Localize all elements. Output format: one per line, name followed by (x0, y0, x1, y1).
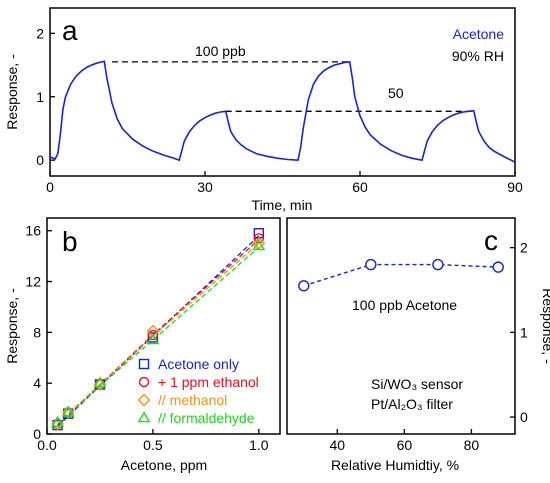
diamond-marker (252, 237, 266, 250)
panel-a-ylabel: Response, - (4, 54, 20, 130)
panel-c: 40 60 80 0 1 2 c 100 ppb Acetone Si/WO₃ senso… (286, 217, 550, 473)
triangle-marker (93, 376, 107, 388)
panel-b-frame (46, 217, 281, 435)
circle-marker (492, 261, 504, 273)
panel-a-frame (49, 7, 516, 177)
x-tick-label: 90 (507, 179, 523, 195)
diamond-marker (61, 406, 75, 419)
acetone-annotation: Acetone (453, 26, 505, 42)
legend-entry: + 1 ppm ethanol (158, 374, 259, 390)
y-tick-label: 0 (520, 409, 528, 425)
panel-b: 0.0 0.5 1.0 0 4 8 12 16 b Acetone only + 1 ppm e… (4, 217, 281, 473)
panel-a-ticks: 0 30 60 90 0 1 2 (36, 25, 523, 195)
ppb-100-annotation: 100 ppb (195, 43, 246, 59)
triangle-marker (137, 411, 151, 423)
panel-b-label: b (62, 226, 78, 257)
panel-b-markers (51, 228, 266, 431)
circle-marker (253, 233, 265, 244)
x-tick-label: 0 (46, 179, 54, 195)
circle-marker (432, 258, 444, 271)
x-tick-label: 0.5 (143, 437, 163, 453)
circle-marker (147, 329, 159, 341)
x-tick-label: 1.0 (249, 437, 269, 453)
legend-entry: Acetone only (158, 356, 239, 372)
panel-b-legend: Acetone only + 1 ppm ethanol // methanol //… (137, 356, 259, 426)
ppb-50-annotation: 50 (388, 85, 404, 101)
y-tick-label: 0 (36, 152, 44, 168)
x-tick-label: 0.0 (37, 437, 57, 453)
y-tick-label: 8 (33, 324, 41, 340)
y-tick-label: 2 (520, 240, 528, 256)
legend-entry: // methanol (158, 392, 227, 408)
panel-c-xlabel: Relative Humidtiy, % (331, 457, 459, 473)
x-tick-label: 80 (464, 437, 480, 453)
rh-annotation: 90% RH (452, 48, 504, 64)
panel-b-ticks: 0.0 0.5 1.0 0 4 8 12 16 (25, 223, 268, 453)
panel-b-xlabel: Acetone, ppm (121, 457, 207, 473)
panel-a-reference-lines (112, 61, 474, 112)
triangle-marker (146, 333, 160, 345)
y-tick-label: 12 (25, 274, 41, 290)
panel-c-ticks: 40 60 80 0 1 2 (330, 240, 528, 453)
sensor-annotation: Si/WO₃ sensor (371, 376, 463, 392)
panel-c-label: c (484, 225, 498, 256)
diamond-marker (146, 324, 160, 338)
panel-c-ylabel: Response, - (540, 288, 550, 364)
circle-marker (138, 376, 150, 388)
x-tick-label: 60 (397, 437, 413, 453)
panel-b-ylabel: Response, - (4, 288, 20, 364)
triangle-marker (252, 239, 266, 251)
panel-c-frame (286, 217, 516, 435)
panel-c-markers (298, 258, 504, 292)
diamond-marker (137, 393, 151, 407)
circle-marker (365, 258, 377, 271)
x-tick-label: 60 (352, 179, 368, 195)
y-tick-label: 1 (520, 324, 528, 340)
acetone-100ppb-annotation: 100 ppb Acetone (352, 297, 457, 313)
y-tick-label: 16 (25, 223, 41, 239)
panel-a: 0 30 60 90 0 1 2 a Acetone 90% RH 100 ppb 50 T… (4, 7, 523, 213)
panel-a-xlabel: Time, min (252, 197, 313, 213)
panel-a-series-line (49, 60, 516, 163)
circle-marker (298, 280, 310, 292)
triangle-marker (61, 405, 75, 417)
y-tick-label: 1 (36, 89, 44, 105)
x-tick-label: 30 (197, 179, 213, 195)
filter-annotation: Pt/Al₂O₃ filter (371, 396, 453, 412)
y-tick-label: 0 (33, 426, 41, 442)
y-tick-label: 2 (36, 25, 44, 41)
panel-c-dashed-line (303, 263, 499, 287)
square-marker (138, 358, 150, 370)
legend-entry: // formaldehyde (158, 410, 255, 426)
y-tick-label: 4 (33, 375, 41, 391)
panel-a-label: a (62, 15, 78, 46)
triangle-marker (51, 415, 64, 427)
x-tick-label: 40 (330, 437, 346, 453)
